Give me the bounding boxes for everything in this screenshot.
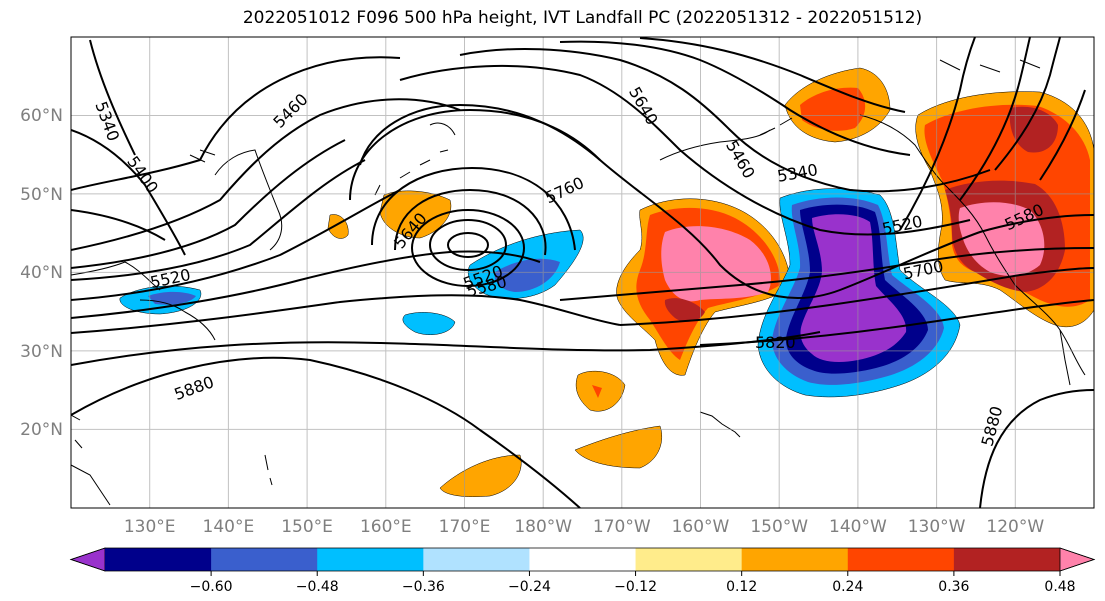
colorbar-swatch (847, 548, 955, 571)
lon-label: 180°W (514, 517, 572, 537)
colorbar-tick-label: 0.48 (1044, 579, 1075, 595)
lon-label: 170°W (593, 517, 651, 537)
lat-label: 40°N (20, 263, 63, 283)
map-area: 5340 5400 5460 5520 5640 5760 5520 5580 … (71, 37, 1094, 508)
map-title: 2022051012 F096 500 hPa height, IVT Land… (242, 8, 923, 28)
colorbar-outline (69, 547, 1096, 572)
colorbar-extend-high (1059, 547, 1096, 572)
colorbar-swatch (529, 548, 637, 571)
height-contours (71, 37, 1094, 508)
lon-label: 160°E (360, 517, 412, 537)
lon-label: 140°W (829, 517, 887, 537)
colorbar-extend-low (69, 547, 106, 572)
colorbar-tick-label: −0.36 (402, 579, 445, 595)
colorbar-segments (69, 547, 1096, 572)
lon-label: 150°W (750, 517, 808, 537)
lon-label: 130°E (124, 517, 176, 537)
lat-label: 50°N (20, 185, 63, 205)
lat-labels: 20°N 30°N 40°N 50°N 60°N (20, 106, 63, 440)
colorbar-swatch (423, 548, 530, 571)
lat-label: 20°N (20, 420, 63, 440)
lon-labels: 130°E 140°E 150°E 160°E 170°E 180°W 170°… (124, 517, 1045, 537)
lat-lon-grid (71, 37, 1094, 508)
lon-label: 160°W (672, 517, 730, 537)
lat-label: 60°N (20, 106, 63, 126)
lon-label: 150°E (281, 517, 333, 537)
map-frame (70, 36, 1095, 509)
colorbar-swatch (317, 548, 424, 571)
colorbar-tick-label: −0.24 (508, 579, 551, 595)
lon-label: 130°W (908, 517, 966, 537)
lon-label: 170°E (439, 517, 491, 537)
lon-label: 120°W (986, 517, 1044, 537)
colorbar-tick-label: −0.60 (190, 579, 233, 595)
colorbar-tick-label: 0.12 (726, 579, 757, 595)
colorbar-tick-label: −0.12 (614, 579, 657, 595)
colorbar-swatch (635, 548, 743, 571)
colorbar-tick-label: 0.36 (938, 579, 969, 595)
colorbar-tick-label: 0.24 (832, 579, 863, 595)
colorbar-swatch (105, 548, 212, 571)
colorbar-swatch (953, 548, 1061, 571)
colorbar-ticks: −0.60 −0.48 −0.36 −0.24 −0.12 0.12 0.24 0.36 0.4… (190, 571, 1076, 595)
lat-label: 30°N (20, 342, 63, 362)
colorbar-swatch (211, 548, 318, 571)
colorbar: −0.60 −0.48 −0.36 −0.24 −0.12 0.12 0.24 0.36 0.4… (69, 547, 1096, 595)
colorbar-swatch (741, 548, 849, 571)
contour-label: 5820 (755, 333, 796, 352)
lon-label: 140°E (203, 517, 255, 537)
colorbar-tick-label: −0.48 (296, 579, 339, 595)
